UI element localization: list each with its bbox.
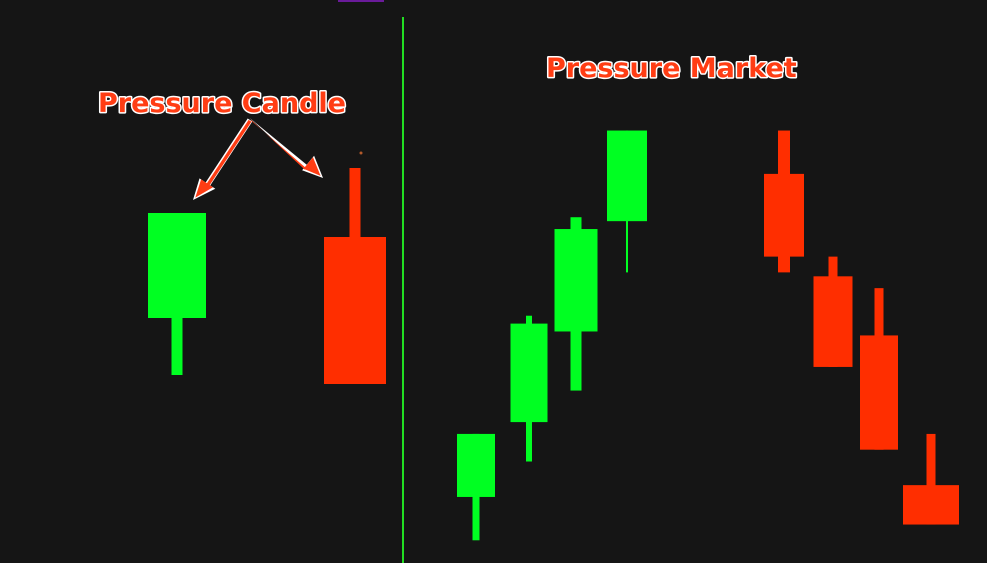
pressure-market-panel [457, 130, 959, 541]
pressure-market-candle-3-body [554, 229, 598, 332]
arrow-to-bullish-candle [193, 118, 253, 200]
pressure-market-candle-1-body [457, 433, 495, 497]
pressure-market-candle-5-body [764, 173, 804, 257]
top-accent-line [338, 0, 384, 2]
pressure-market-candle-8-wick [926, 433, 936, 525]
arrow-to-bearish-candle [249, 117, 323, 178]
pressure-candle-candle-2-body [324, 237, 386, 384]
pressure-candle-panel [148, 168, 386, 384]
pressure-market-candle-7-body [860, 335, 898, 450]
pressure-candle-candle-1-body [148, 213, 206, 318]
pressure-candle-label: Pressure Candle [98, 88, 346, 119]
pressure-market-candle-6-body [813, 276, 853, 367]
pressure-market-candle-4-body [607, 130, 647, 222]
pressure-market-candle-8-body [903, 485, 959, 525]
annotation-arrows [193, 117, 323, 200]
small-marker-dot [359, 151, 363, 155]
pressure-market-label: Pressure Market [546, 53, 797, 84]
pressure-market-candle-2-body [510, 323, 548, 423]
